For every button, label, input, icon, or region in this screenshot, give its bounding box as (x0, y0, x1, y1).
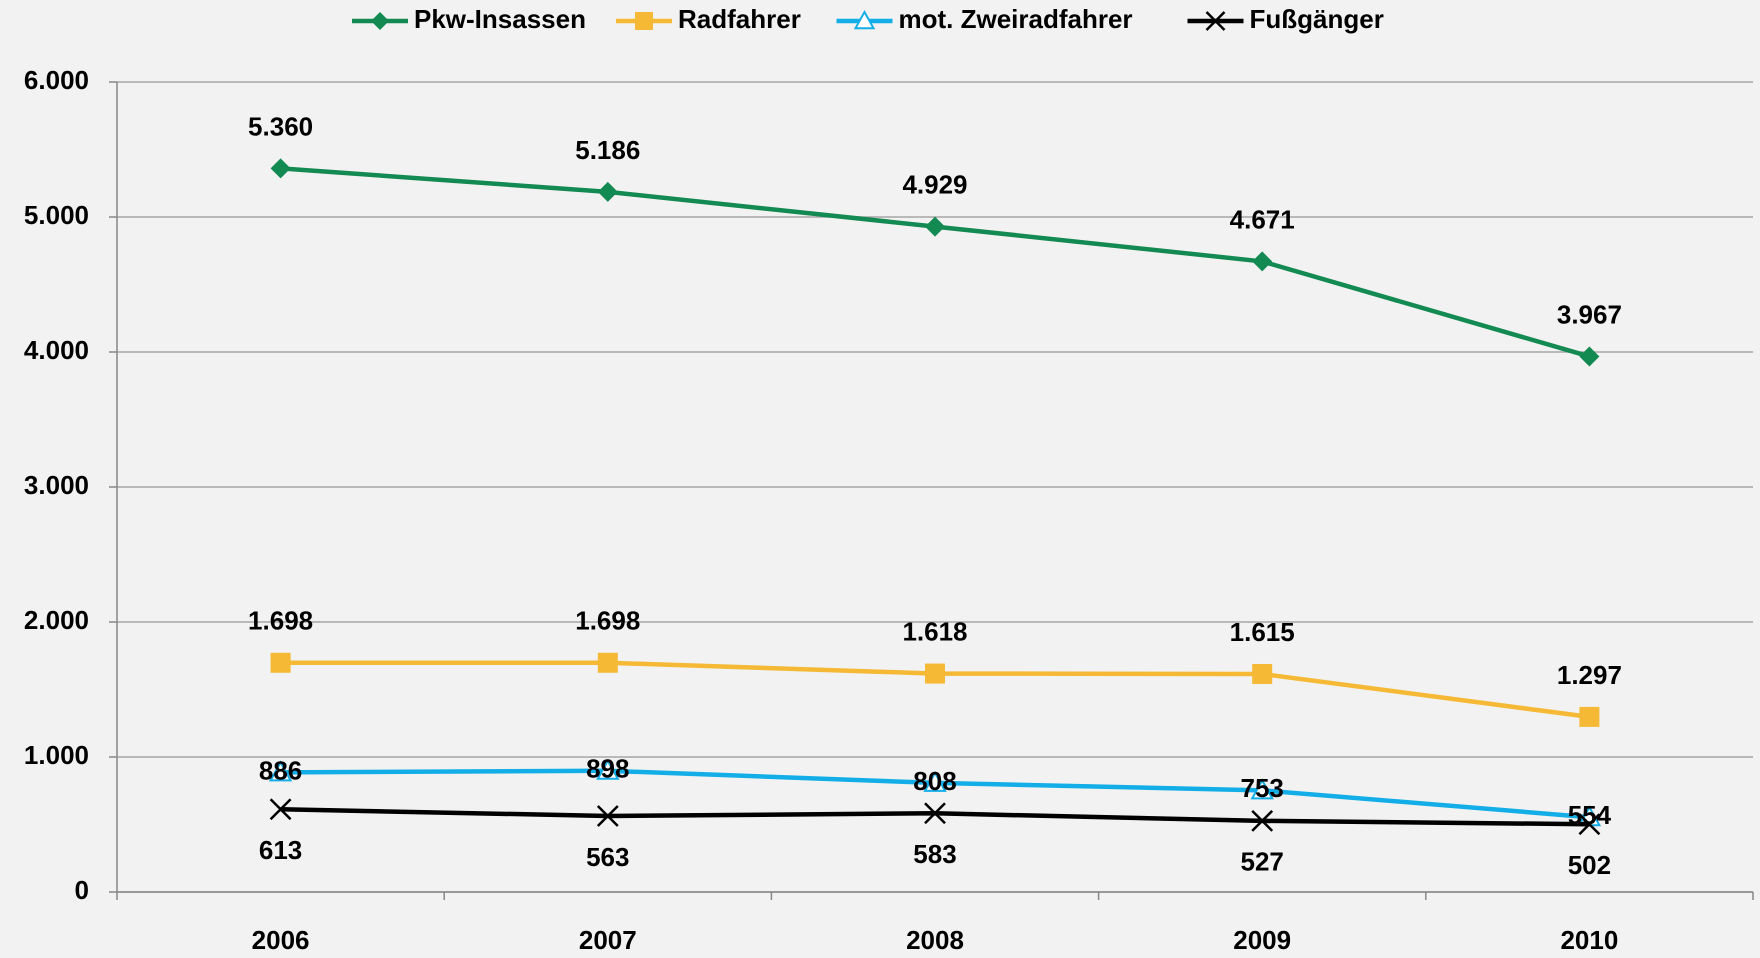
marker (597, 652, 618, 673)
data-label: 808 (913, 766, 956, 796)
data-label: 753 (1241, 773, 1284, 803)
legend-label: Fußgänger (1250, 4, 1384, 34)
data-label: 3.967 (1557, 299, 1622, 329)
line (280, 806, 1590, 827)
data-label: 4.929 (902, 169, 967, 199)
legend-label: Pkw-Insassen (414, 4, 586, 34)
y-tick-label: 4.000 (24, 335, 89, 365)
marker (268, 760, 293, 782)
marker (924, 802, 946, 825)
marker (270, 158, 291, 179)
data-label: 5.186 (575, 135, 640, 165)
data-label: 1.297 (1557, 660, 1622, 690)
data-label: 886 (259, 755, 302, 785)
data-label: 583 (913, 839, 956, 869)
data-label: 1.698 (248, 606, 313, 636)
marker (853, 9, 876, 30)
x-tick-label: 2010 (1560, 925, 1618, 955)
marker (1252, 663, 1273, 684)
marker (270, 652, 291, 673)
marker (1250, 778, 1274, 800)
marker (923, 770, 947, 792)
marker (1252, 251, 1273, 272)
marker (596, 758, 620, 780)
data-label: 1.618 (902, 616, 967, 646)
marker (1579, 706, 1600, 727)
data-label: 502 (1568, 850, 1611, 880)
data-label: 4.671 (1230, 204, 1295, 234)
marker (1578, 813, 1601, 836)
data-label: 898 (586, 754, 629, 784)
x-tick-label: 2009 (1233, 925, 1291, 955)
marker (597, 181, 618, 202)
marker (925, 216, 945, 237)
legend-label: mot. Zweiradfahrer (899, 4, 1133, 34)
marker (1205, 11, 1226, 31)
data-label: 563 (586, 842, 629, 872)
y-tick-label: 5.000 (24, 200, 89, 230)
marker (1251, 809, 1274, 832)
marker (635, 12, 653, 30)
marker (269, 798, 292, 821)
y-tick-label: 6.000 (24, 65, 89, 95)
y-tick-label: 3.000 (24, 470, 89, 500)
x-tick-label: 2006 (252, 925, 310, 955)
data-label: 1.698 (575, 606, 640, 636)
data-label: 1.615 (1230, 617, 1295, 647)
y-tick-label: 2.000 (24, 605, 89, 635)
marker (371, 12, 389, 30)
marker (1579, 346, 1600, 367)
data-label: 527 (1241, 847, 1284, 877)
marker (925, 663, 945, 684)
x-tick-label: 2008 (906, 925, 964, 955)
data-label: 5.360 (248, 111, 313, 141)
y-tick-label: 1.000 (24, 740, 89, 770)
data-label: 613 (259, 835, 302, 865)
x-tick-label: 2007 (579, 925, 637, 955)
marker (596, 805, 619, 827)
y-tick-label: 0 (75, 875, 89, 905)
legend-label: Radfahrer (678, 4, 801, 34)
